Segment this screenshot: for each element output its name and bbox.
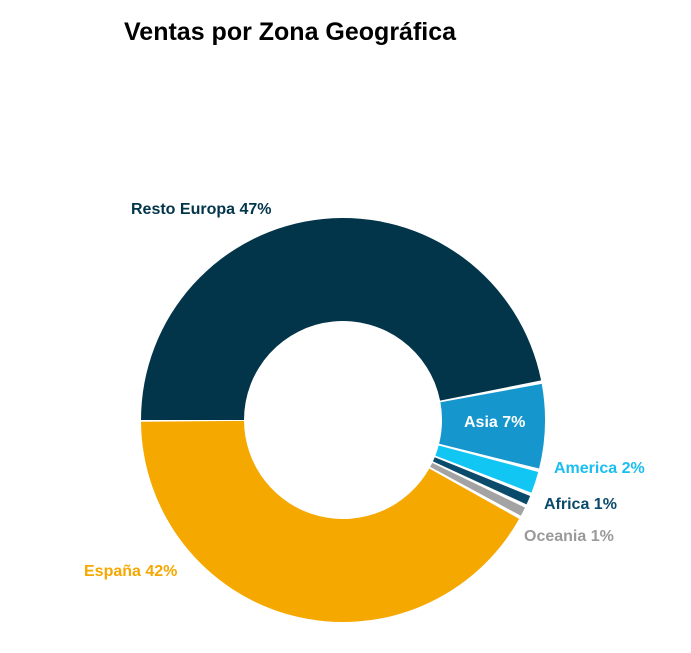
label-africa: Africa 1% bbox=[544, 496, 617, 513]
label-america: America 2% bbox=[554, 460, 645, 477]
labels-group: Resto Europa 47% Asia 7% America 2% Africa … bbox=[84, 201, 645, 580]
slice-resto-europa bbox=[141, 218, 542, 420]
slice-oceania bbox=[430, 462, 526, 516]
label-asia: Asia 7% bbox=[464, 414, 525, 431]
slices-group bbox=[141, 218, 545, 622]
chart-title: Ventas por Zona Geográfica bbox=[124, 18, 457, 46]
slice-españa bbox=[141, 420, 520, 622]
label-resto-europa: Resto Europa 47% bbox=[131, 201, 271, 218]
slice-asia bbox=[439, 383, 545, 469]
label-españa: España 42% bbox=[84, 563, 177, 580]
label-oceania: Oceania 1% bbox=[524, 528, 614, 545]
slice-africa bbox=[432, 457, 531, 505]
slice-america bbox=[435, 445, 539, 493]
